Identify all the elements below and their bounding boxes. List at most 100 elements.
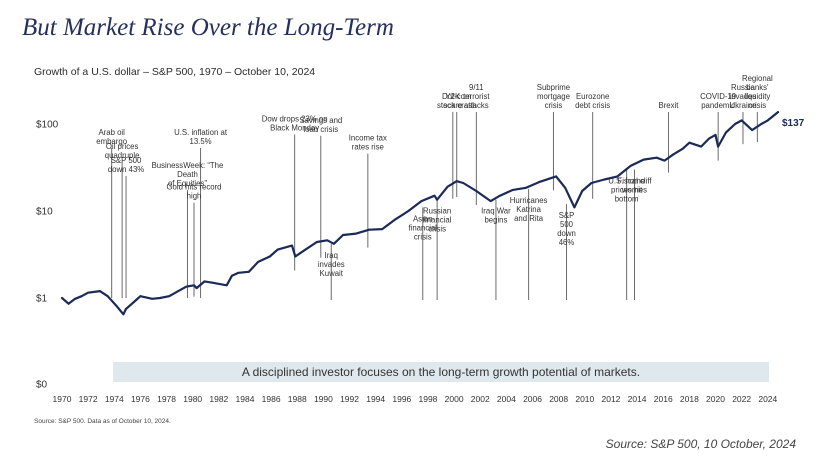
x-tick-label: 1984 xyxy=(236,394,255,404)
event-label: Russia invades Ukraine xyxy=(730,83,757,110)
data-point xyxy=(603,178,606,181)
event-label-line: high xyxy=(187,192,202,201)
data-point xyxy=(326,239,329,242)
event-label-line: Hurricanes xyxy=(510,196,548,205)
event-label-line: Kuwait xyxy=(320,269,344,278)
banner-text: A disciplined investor focuses on the lo… xyxy=(242,365,640,379)
end-value-label: $137 xyxy=(782,118,805,129)
data-point xyxy=(436,198,438,201)
x-tick-label: 2022 xyxy=(732,394,751,404)
event-label-line: invades xyxy=(730,92,757,101)
data-point xyxy=(688,141,691,144)
event-label-line: 500 xyxy=(560,220,574,229)
event-label-line: mortgage xyxy=(537,92,570,101)
x-tick-label: 1996 xyxy=(392,394,411,404)
data-point xyxy=(139,295,142,298)
data-point xyxy=(67,302,70,305)
event-label: Brexit xyxy=(659,101,680,110)
x-tick-label: 2008 xyxy=(549,394,568,404)
x-tick-label: 1976 xyxy=(131,394,150,404)
data-point xyxy=(777,111,779,113)
x-tick-label: 2024 xyxy=(758,394,777,404)
data-point xyxy=(276,248,279,251)
event-label-line: of Equities” xyxy=(168,179,207,188)
event-label-line: quadruple xyxy=(105,151,140,160)
event-label-line: pandemic xyxy=(701,101,735,110)
data-point xyxy=(168,295,171,298)
event-label-line: Death xyxy=(177,170,198,179)
event-label-line: 13.5% xyxy=(189,137,211,146)
event-label-line: Eurozone xyxy=(576,92,609,101)
data-point xyxy=(151,297,154,300)
event-label: Fiscal cliff worries xyxy=(617,176,652,194)
event-label: Asian financial crisis xyxy=(408,214,437,241)
data-point xyxy=(203,280,206,283)
data-point xyxy=(231,274,233,277)
data-point xyxy=(538,181,540,184)
event-label: U.S. inflation at 13.5% xyxy=(174,128,228,146)
x-tick-label: 2010 xyxy=(575,394,594,404)
event-label-line: Ukraine xyxy=(730,101,757,110)
event-label-line: down 43% xyxy=(108,165,144,174)
x-tick-label: 2000 xyxy=(445,394,464,404)
event-label-line: Fiscal cliff xyxy=(617,176,652,185)
event-label-line: crisis xyxy=(414,232,432,241)
data-point xyxy=(760,123,763,125)
event-label-line: Iraq War xyxy=(481,207,511,216)
event-label-line: crisis xyxy=(428,225,446,234)
data-point xyxy=(455,180,458,183)
event-label: Subprime mortgage crisis xyxy=(537,83,570,110)
data-point xyxy=(116,305,118,308)
event-label-line: embargo xyxy=(96,137,127,146)
event-label-line: Regional xyxy=(742,74,773,83)
event-label-line: stock crash xyxy=(437,101,476,110)
event-label-line: and Rita xyxy=(514,214,544,223)
event-label-line: Y2K xyxy=(445,92,461,101)
event-label: Iraq War begins xyxy=(481,207,511,225)
event-label: S&P 500 down 46% xyxy=(557,211,576,247)
event-label-line: Gold hits record xyxy=(166,183,221,192)
data-point xyxy=(681,147,684,150)
x-tick-label: 2014 xyxy=(628,394,647,404)
data-point xyxy=(61,297,63,299)
y-tick-label: $1 xyxy=(36,294,48,305)
data-point xyxy=(512,189,514,191)
y-tick-label: $100 xyxy=(36,120,59,131)
data-point xyxy=(714,134,717,136)
x-axis: 1970 1972 1974 1976 1978 1980 1982 1984 1986 1988… xyxy=(53,394,778,404)
event-label-line: financial xyxy=(423,216,452,225)
event-label: Y2K scare xyxy=(443,92,462,110)
event-label-line: crisis xyxy=(545,101,563,110)
event-label: Income tax rates rise xyxy=(349,134,387,152)
data-point xyxy=(211,281,214,284)
data-point xyxy=(766,119,769,122)
event-label-line: 46% xyxy=(559,238,575,247)
event-label: Regional banks' liquidity crisis xyxy=(742,74,773,110)
data-point xyxy=(368,228,371,231)
x-tick-label: 1988 xyxy=(288,394,307,404)
event-label-line: Oil prices xyxy=(106,142,139,151)
banner-background xyxy=(113,362,769,382)
data-point xyxy=(655,156,658,159)
data-point xyxy=(355,232,357,235)
event-label-line: COVID-19 xyxy=(700,92,736,101)
x-tick-label: 2012 xyxy=(601,394,620,404)
data-point xyxy=(294,255,297,258)
x-tick-label: 2006 xyxy=(523,394,542,404)
x-tick-label: 2004 xyxy=(497,394,516,404)
x-tick-label: 1982 xyxy=(209,394,228,404)
event-label-line: debt crisis xyxy=(575,101,610,110)
data-point xyxy=(420,200,423,203)
data-point xyxy=(99,290,101,292)
data-point xyxy=(125,308,127,310)
event-label-line: U.S. home xyxy=(608,176,645,185)
data-point xyxy=(573,206,576,209)
event-label-line: BusinessWeek: “The xyxy=(152,161,224,170)
y-axis: $0 $1 $10 $100 xyxy=(36,120,59,391)
data-point xyxy=(740,119,743,122)
x-tick-label: 1978 xyxy=(157,394,176,404)
series-line xyxy=(60,110,780,316)
event-label-line: Russia xyxy=(731,83,755,92)
data-point xyxy=(394,218,397,221)
